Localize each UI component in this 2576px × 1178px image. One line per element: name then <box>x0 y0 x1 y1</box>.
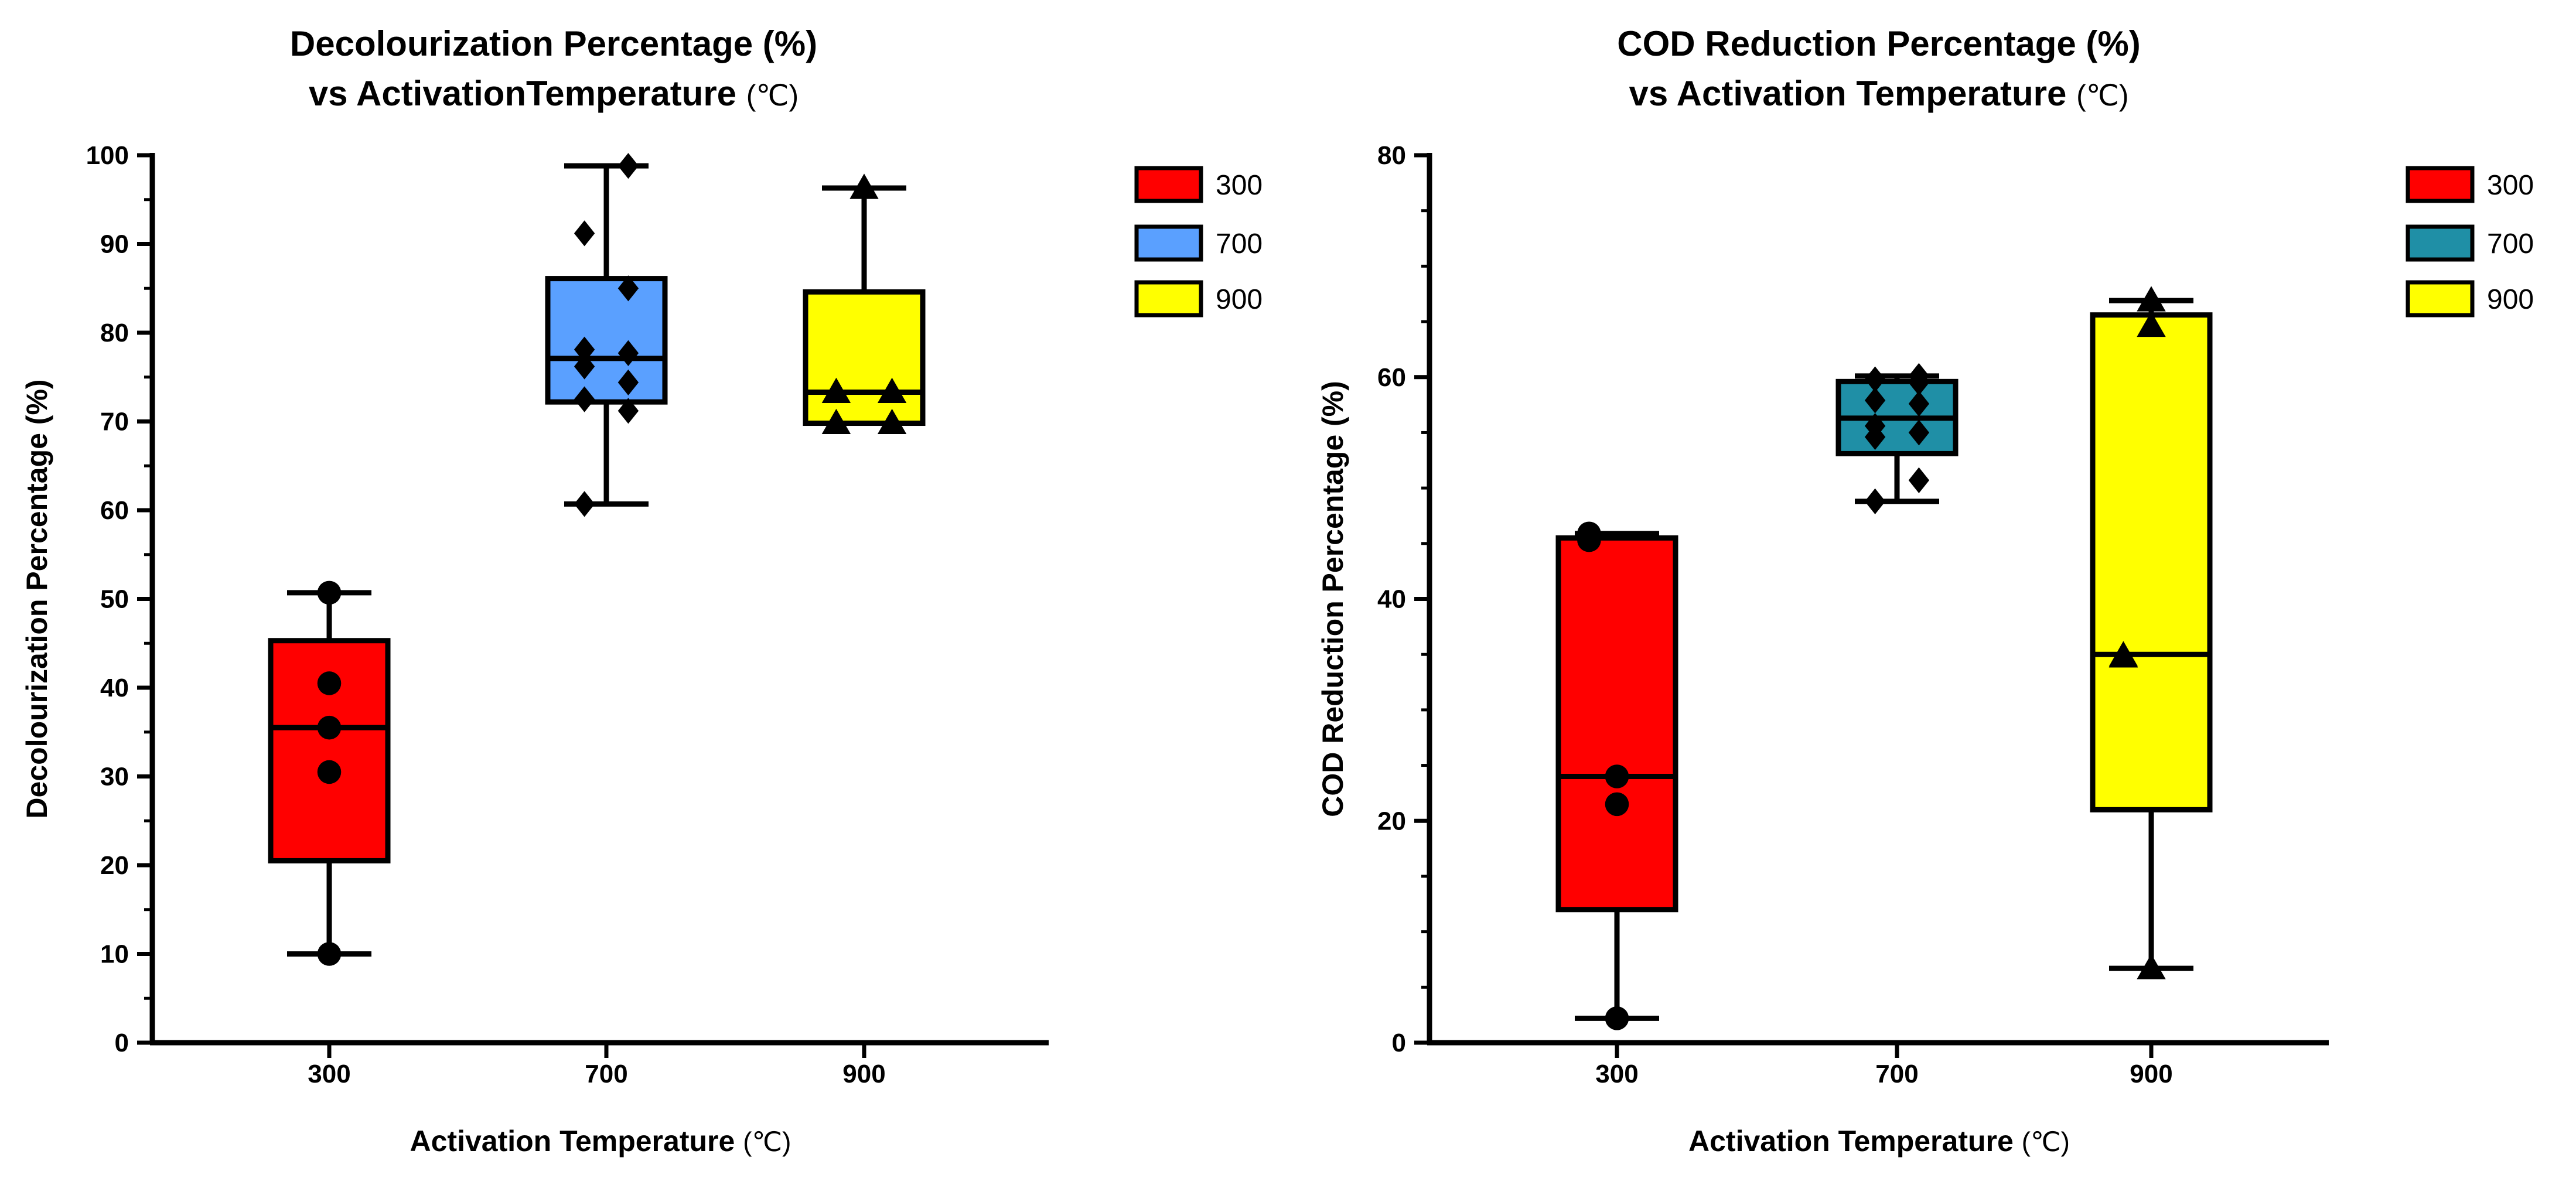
data-point <box>317 581 342 605</box>
x-tick-label: 300 <box>1595 1060 1638 1088</box>
data-point <box>1864 488 1886 514</box>
y-tick-label: 80 <box>1377 141 1406 170</box>
chart-title: Decolourization Percentage (%) <box>290 24 817 63</box>
data-point <box>317 760 342 784</box>
legend-label: 900 <box>1216 284 1263 315</box>
x-tick-label: 700 <box>585 1060 627 1088</box>
y-tick-label: 20 <box>100 851 129 880</box>
chart-title-unit: (℃) <box>2076 79 2128 112</box>
x-axis-label-text: Activation Temperature <box>1688 1125 2022 1157</box>
legend-label: 300 <box>1216 170 1263 201</box>
y-axis-label: COD Reduction Percentage (%) <box>1316 381 1349 817</box>
x-axis-label-text: Activation Temperature <box>410 1125 743 1157</box>
legend-label: 700 <box>1216 228 1263 259</box>
box-300 <box>268 581 391 966</box>
legend-swatch <box>1134 166 1203 203</box>
y-tick-label: 90 <box>100 230 129 259</box>
chart-title-text: vs ActivationTemperature <box>309 74 746 113</box>
data-point <box>317 671 342 695</box>
legend-label: 900 <box>2487 284 2534 315</box>
data-point <box>617 398 639 424</box>
y-tick-label: 10 <box>100 940 129 969</box>
data-point <box>877 377 907 404</box>
data-point <box>1605 1006 1629 1030</box>
y-tick-label: 60 <box>100 496 129 525</box>
data-point <box>1577 521 1601 546</box>
y-tick-label: 0 <box>115 1029 129 1057</box>
y-tick-label: 80 <box>100 319 129 347</box>
y-tick-label: 70 <box>100 408 129 436</box>
x-axis-label-unit: (℃) <box>2022 1126 2070 1157</box>
data-point <box>574 220 595 247</box>
y-tick-label: 100 <box>86 141 129 170</box>
x-tick-label: 900 <box>842 1060 885 1088</box>
y-tick-label: 20 <box>1377 807 1406 835</box>
data-point <box>574 353 595 380</box>
data-point <box>877 408 907 435</box>
data-point <box>2108 641 2138 667</box>
data-point <box>2137 954 2166 979</box>
data-point <box>617 153 639 179</box>
decolourization-chart: Decolourization Percentage (%) vs Activat… <box>21 24 1263 1157</box>
data-point <box>574 386 595 412</box>
box-900 <box>803 173 926 435</box>
chart-title: COD Reduction Percentage (%) <box>1617 24 2140 63</box>
iqr-box <box>803 289 926 426</box>
x-axis-label-unit: (℃) <box>743 1126 791 1157</box>
chart-title-unit: (℃) <box>746 79 799 112</box>
legend-swatch <box>1134 224 1203 262</box>
y-tick-label: 30 <box>100 763 129 791</box>
data-point <box>617 275 639 302</box>
data-point <box>1864 366 1886 392</box>
y-tick-label: 60 <box>1377 363 1406 392</box>
legend-swatch <box>2406 166 2475 203</box>
data-point <box>1908 391 1930 417</box>
cod-reduction-chart: COD Reduction Percentage (%) vs Activatio… <box>1316 24 2534 1157</box>
y-axis-label: Decolourization Percentage (%) <box>21 379 53 818</box>
box-900 <box>2090 286 2213 979</box>
data-point <box>1605 792 1629 817</box>
data-point <box>2137 311 2166 337</box>
iqr-box <box>545 276 668 405</box>
y-tick-label: 40 <box>1377 585 1406 614</box>
x-tick-label: 700 <box>1875 1060 1918 1088</box>
data-point <box>1908 467 1930 493</box>
chart-title-line2: vs Activation Temperature (℃) <box>1629 74 2128 113</box>
box-700 <box>545 153 668 517</box>
data-point <box>617 340 639 366</box>
iqr-box <box>1555 535 1678 913</box>
data-point <box>317 715 342 740</box>
box-300 <box>1555 521 1678 1030</box>
y-tick-label: 40 <box>100 674 129 702</box>
data-point <box>617 369 639 395</box>
data-point <box>849 173 879 199</box>
x-tick-label: 300 <box>308 1060 350 1088</box>
legend-swatch <box>1134 280 1203 317</box>
legend-label: 700 <box>2487 228 2534 259</box>
data-point <box>821 408 851 435</box>
legend-swatch <box>2406 280 2475 317</box>
x-axis-label: Activation Temperature (℃) <box>410 1125 791 1157</box>
chart-title-line2: vs ActivationTemperature (℃) <box>309 74 799 113</box>
data-point <box>821 377 851 404</box>
box-700 <box>1835 363 1959 514</box>
x-axis-label: Activation Temperature (℃) <box>1688 1125 2070 1157</box>
data-point <box>1908 363 1930 389</box>
y-tick-label: 0 <box>1392 1029 1406 1057</box>
chart-title-text: vs Activation Temperature <box>1629 74 2076 113</box>
x-tick-label: 900 <box>2130 1060 2172 1088</box>
data-point <box>574 336 595 363</box>
data-point <box>1605 764 1629 788</box>
data-point <box>1864 387 1886 414</box>
iqr-box <box>2090 312 2213 812</box>
y-tick-label: 50 <box>100 585 129 614</box>
legend-swatch <box>2406 224 2475 262</box>
data-point <box>317 942 342 966</box>
data-point <box>1908 419 1930 446</box>
data-point <box>574 491 595 517</box>
data-point <box>1864 412 1886 439</box>
legend-label: 300 <box>2487 170 2534 201</box>
data-point <box>2137 286 2166 312</box>
